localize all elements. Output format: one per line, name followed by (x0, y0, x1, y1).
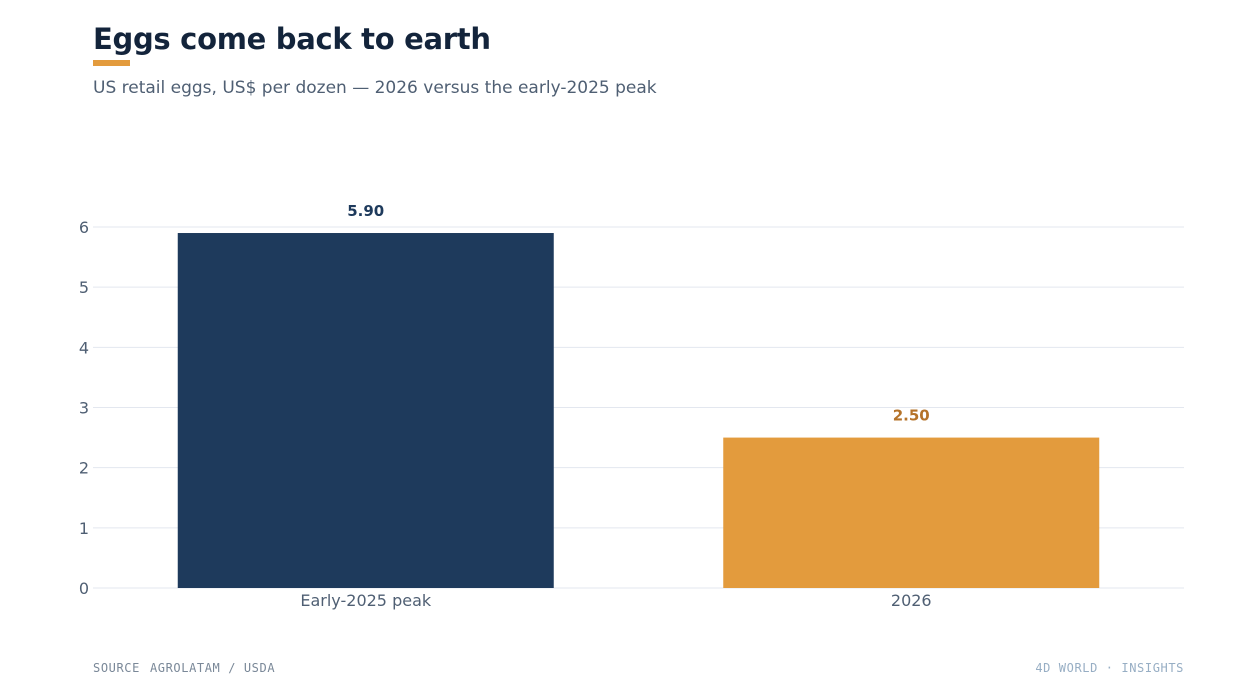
y-tick-label: 6 (79, 218, 89, 237)
source-label: SOURCE (93, 661, 140, 675)
source-note: SOURCE AGROLATAM / USDA (93, 661, 275, 675)
bar (723, 437, 1100, 588)
y-tick-label: 2 (79, 459, 89, 478)
bar-value-label: 5.90 (347, 202, 384, 220)
bar-chart: 0 1 2 3 4 5 6 5.90 Early-2025 peak 2.50 2026 (79, 202, 1184, 610)
title-accent-bar (93, 60, 130, 66)
source-value: AGROLATAM / USDA (149, 661, 276, 675)
x-category-label: Early-2025 peak (300, 591, 432, 610)
chart-subtitle: US retail eggs, US$ per dozen — 2026 ver… (93, 78, 657, 98)
bar-value-label: 2.50 (893, 407, 930, 425)
y-tick-label: 3 (79, 399, 89, 418)
y-tick-label: 1 (79, 519, 89, 538)
y-tick-label: 0 (79, 579, 89, 598)
y-tick-label: 5 (79, 278, 89, 297)
bar (177, 233, 554, 588)
x-category-label: 2026 (891, 591, 932, 610)
chart-title: Eggs come back to earth (93, 22, 491, 56)
brand-credit: 4D WORLD · INSIGHTS (1035, 661, 1184, 675)
y-tick-label: 4 (79, 338, 89, 357)
